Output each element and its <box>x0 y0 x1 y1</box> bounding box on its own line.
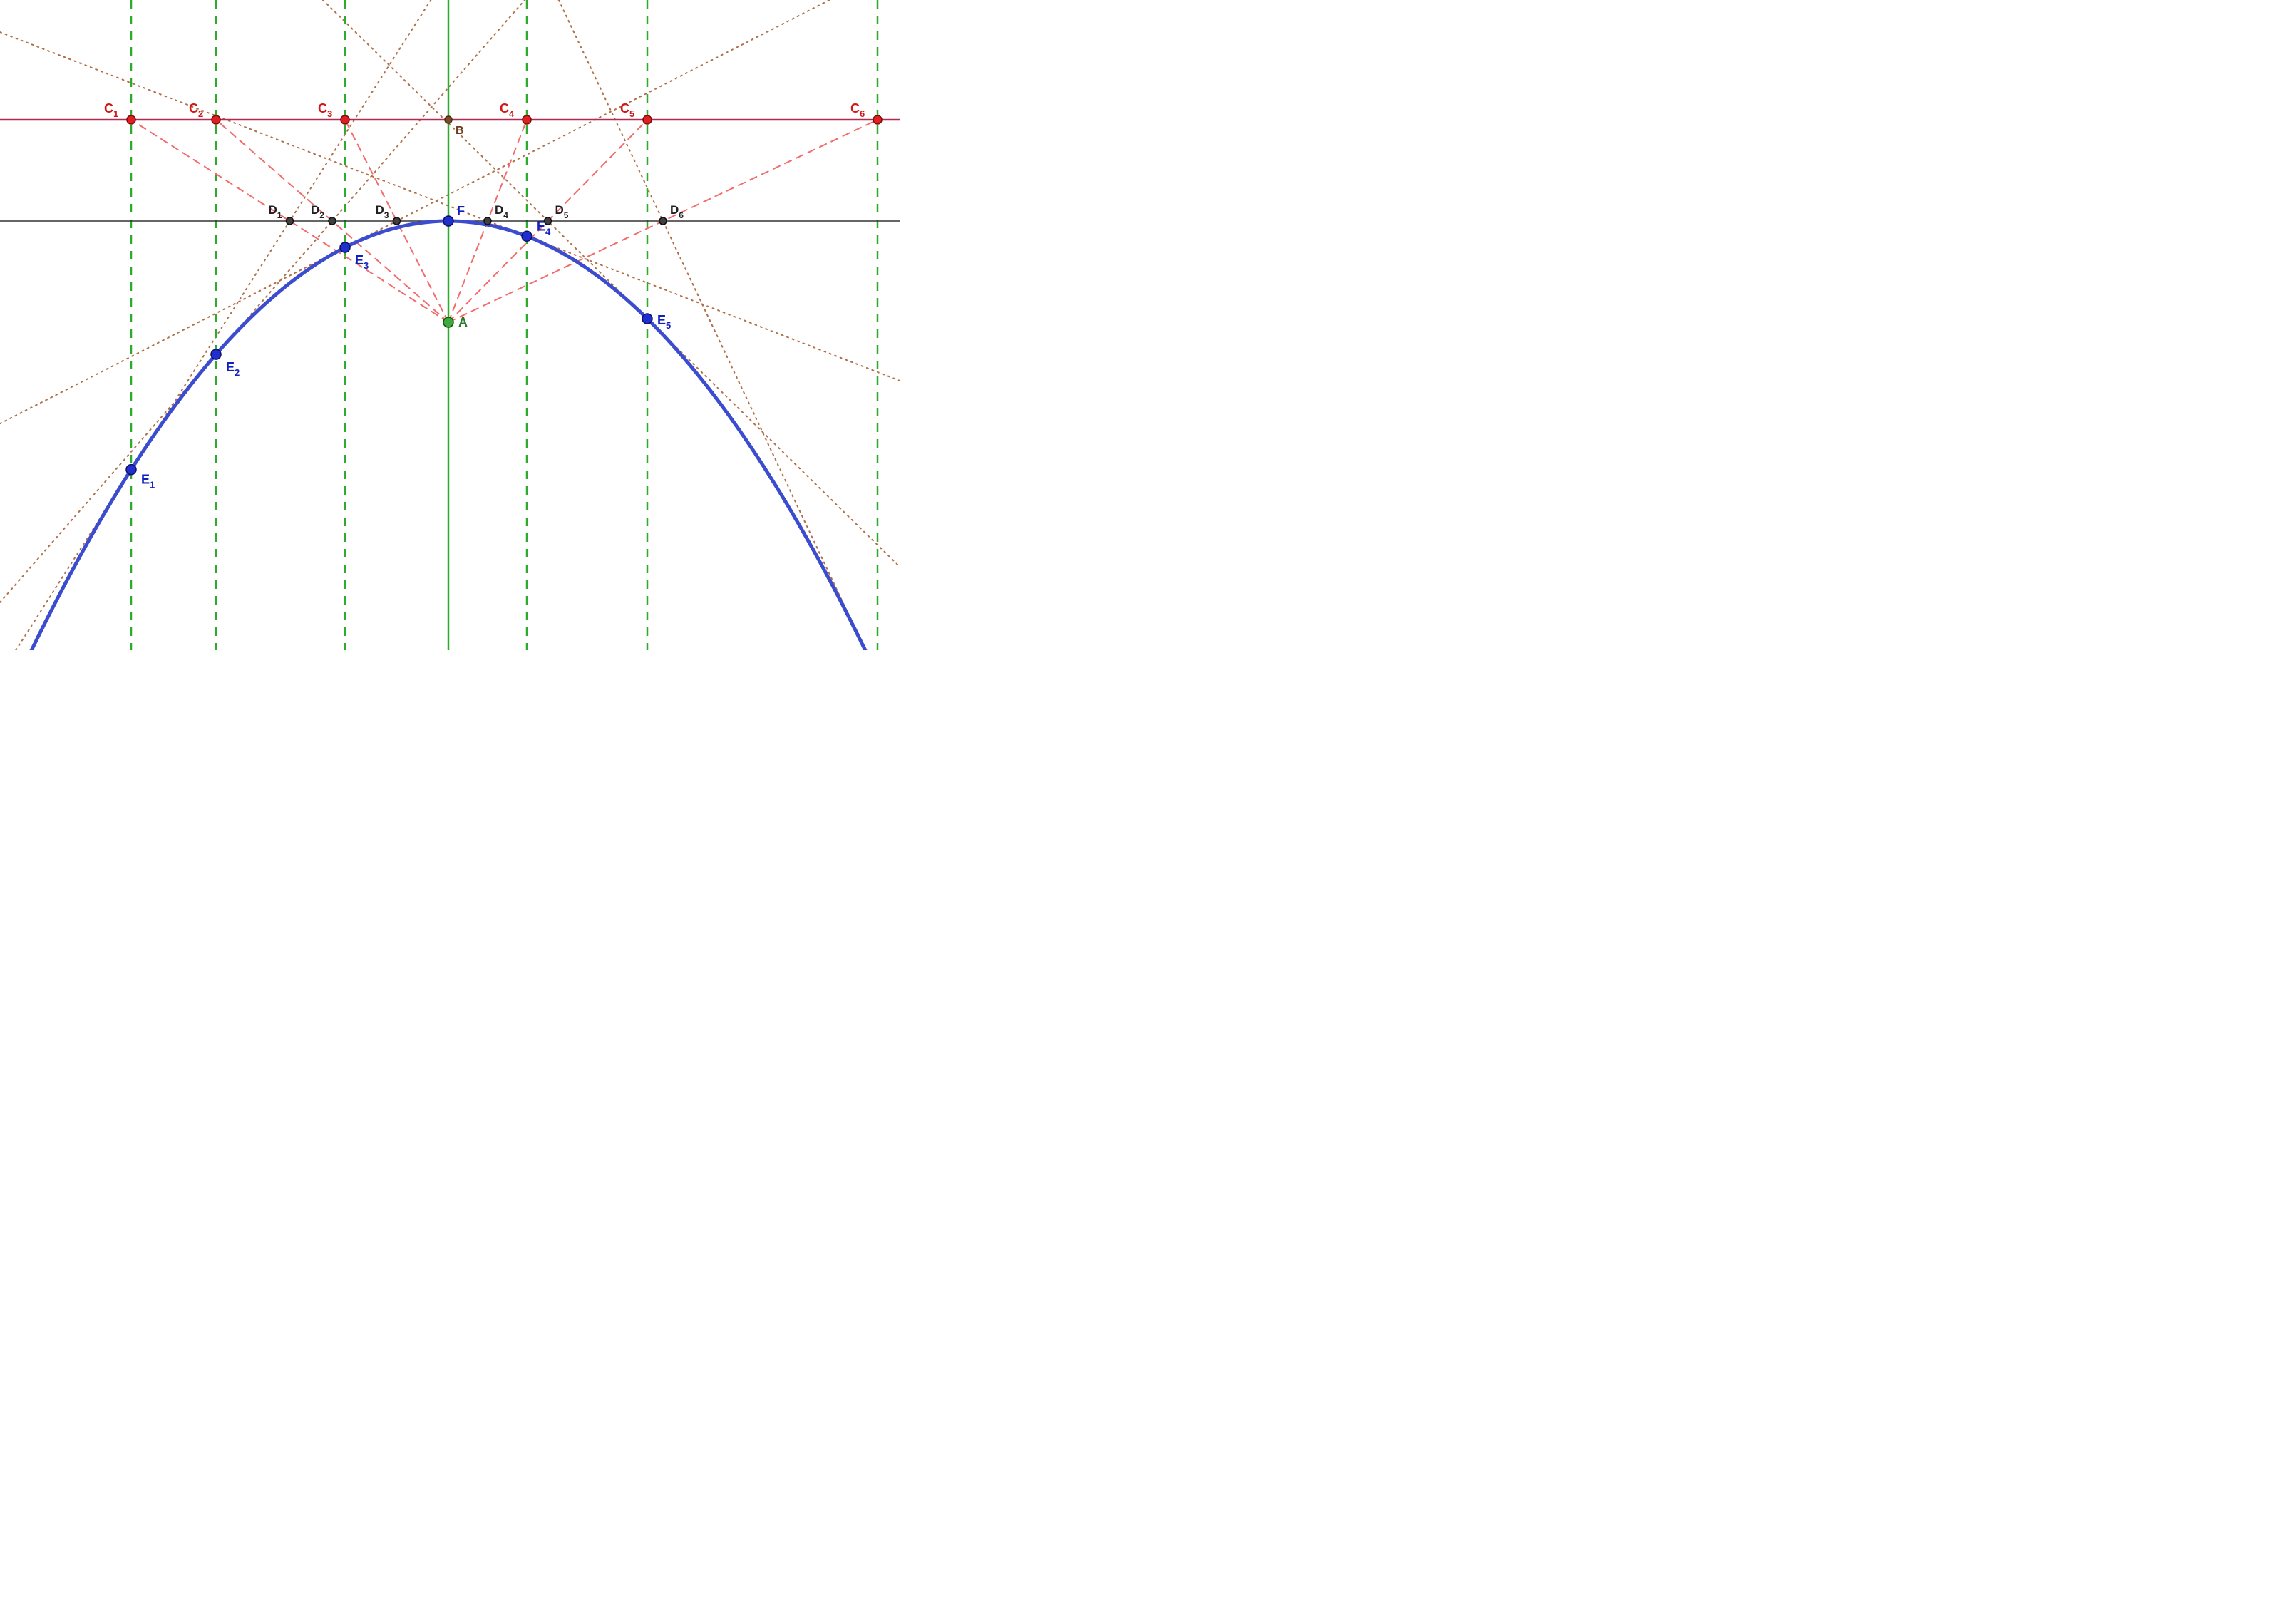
label-f: F <box>457 204 465 218</box>
geometry-figure: ABFC1C2C3C4C5C6D1D2D3D4D5D6E1E2E3E4E5E6 <box>0 0 2269 650</box>
point-a <box>443 317 453 327</box>
point-e1 <box>126 465 136 475</box>
label-a: A <box>458 315 468 329</box>
point-e4 <box>522 231 532 241</box>
label-b: B <box>456 125 464 137</box>
point-d1 <box>287 217 294 225</box>
point-c2 <box>212 115 220 124</box>
point-d6 <box>659 217 667 225</box>
point-e3 <box>340 242 350 252</box>
point-e5 <box>642 314 652 324</box>
point-b <box>445 116 452 123</box>
point-d4 <box>484 217 491 225</box>
point-f <box>443 216 453 226</box>
point-d3 <box>393 217 401 225</box>
point-d2 <box>329 217 336 225</box>
point-c4 <box>523 115 531 124</box>
point-c3 <box>341 115 349 124</box>
point-c1 <box>127 115 135 124</box>
point-e2 <box>211 349 221 359</box>
point-c6 <box>873 115 882 124</box>
point-c5 <box>643 115 652 124</box>
